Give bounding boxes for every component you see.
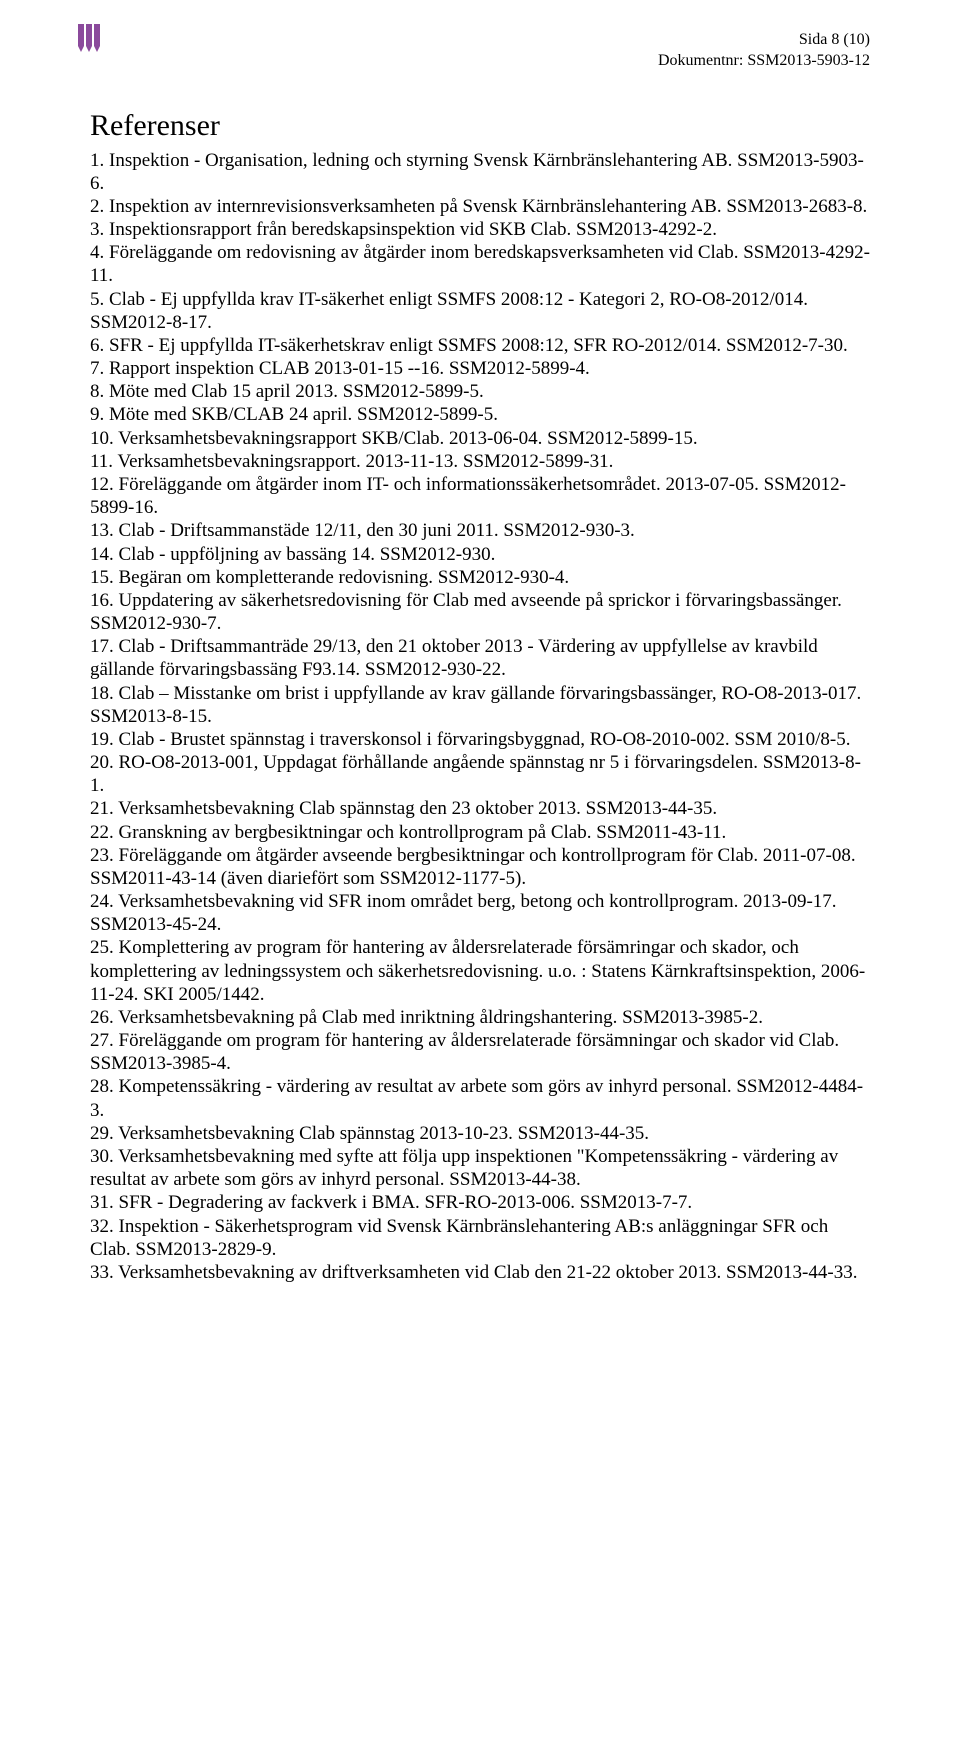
reference-item: 23. Föreläggande om åtgärder avseende be…: [90, 844, 870, 890]
reference-item: 17. Clab - Driftsammanträde 29/13, den 2…: [90, 635, 870, 681]
reference-item: 13. Clab - Driftsammanstäde 12/11, den 3…: [90, 519, 870, 542]
page-header: Sida 8 (10) Dokumentnr: SSM2013-5903-12: [90, 30, 870, 90]
reference-item: 21. Verksamhetsbevakning Clab spännstag …: [90, 797, 870, 820]
reference-item: 29. Verksamhetsbevakning Clab spännstag …: [90, 1122, 870, 1145]
reference-item: 22. Granskning av bergbesiktningar och k…: [90, 821, 870, 844]
reference-item: 33. Verksamhetsbevakning av driftverksam…: [90, 1261, 870, 1284]
reference-item: 7. Rapport inspektion CLAB 2013-01-15 --…: [90, 357, 870, 380]
reference-item: 3. Inspektionsrapport från beredskapsins…: [90, 218, 870, 241]
reference-item: 31. SFR - Degradering av fackverk i BMA.…: [90, 1191, 870, 1214]
reference-item: 6. SFR - Ej uppfyllda IT-säkerhetskrav e…: [90, 334, 870, 357]
logo-icon: [78, 24, 106, 64]
page-number: Sida 8 (10): [658, 30, 870, 51]
document-number: Dokumentnr: SSM2013-5903-12: [658, 51, 870, 72]
reference-item: 1. Inspektion - Organisation, ledning oc…: [90, 149, 870, 195]
reference-item: 25. Komplettering av program för hanteri…: [90, 936, 870, 1006]
reference-item: 11. Verksamhetsbevakningsrapport. 2013-1…: [90, 450, 870, 473]
reference-item: 27. Föreläggande om program för hanterin…: [90, 1029, 870, 1075]
reference-item: 24. Verksamhetsbevakning vid SFR inom om…: [90, 890, 870, 936]
reference-item: 5. Clab - Ej uppfyllda krav IT-säkerhet …: [90, 288, 870, 334]
reference-item: 16. Uppdatering av säkerhetsredovisning …: [90, 589, 870, 635]
header-meta: Sida 8 (10) Dokumentnr: SSM2013-5903-12: [658, 30, 870, 72]
reference-item: 12. Föreläggande om åtgärder inom IT- oc…: [90, 473, 870, 519]
reference-item: 26. Verksamhetsbevakning på Clab med inr…: [90, 1006, 870, 1029]
reference-item: 14. Clab - uppföljning av bassäng 14. SS…: [90, 543, 870, 566]
reference-item: 32. Inspektion - Säkerhetsprogram vid Sv…: [90, 1215, 870, 1261]
reference-item: 4. Föreläggande om redovisning av åtgärd…: [90, 241, 870, 287]
page-title: Referenser: [90, 108, 870, 145]
references-list: 1. Inspektion - Organisation, ledning oc…: [90, 149, 870, 1284]
reference-item: 2. Inspektion av internrevisionsverksamh…: [90, 195, 870, 218]
reference-item: 19. Clab - Brustet spännstag i traversko…: [90, 728, 870, 751]
reference-item: 9. Möte med SKB/CLAB 24 april. SSM2012-5…: [90, 403, 870, 426]
reference-item: 8. Möte med Clab 15 april 2013. SSM2012-…: [90, 380, 870, 403]
reference-item: 30. Verksamhetsbevakning med syfte att f…: [90, 1145, 870, 1191]
reference-item: 15. Begäran om kompletterande redovisnin…: [90, 566, 870, 589]
reference-item: 10. Verksamhetsbevakningsrapport SKB/Cla…: [90, 427, 870, 450]
reference-item: 18. Clab – Misstanke om brist i uppfylla…: [90, 682, 870, 728]
reference-item: 28. Kompetenssäkring - värdering av resu…: [90, 1075, 870, 1121]
reference-item: 20. RO-O8-2013-001, Uppdagat förhållande…: [90, 751, 870, 797]
